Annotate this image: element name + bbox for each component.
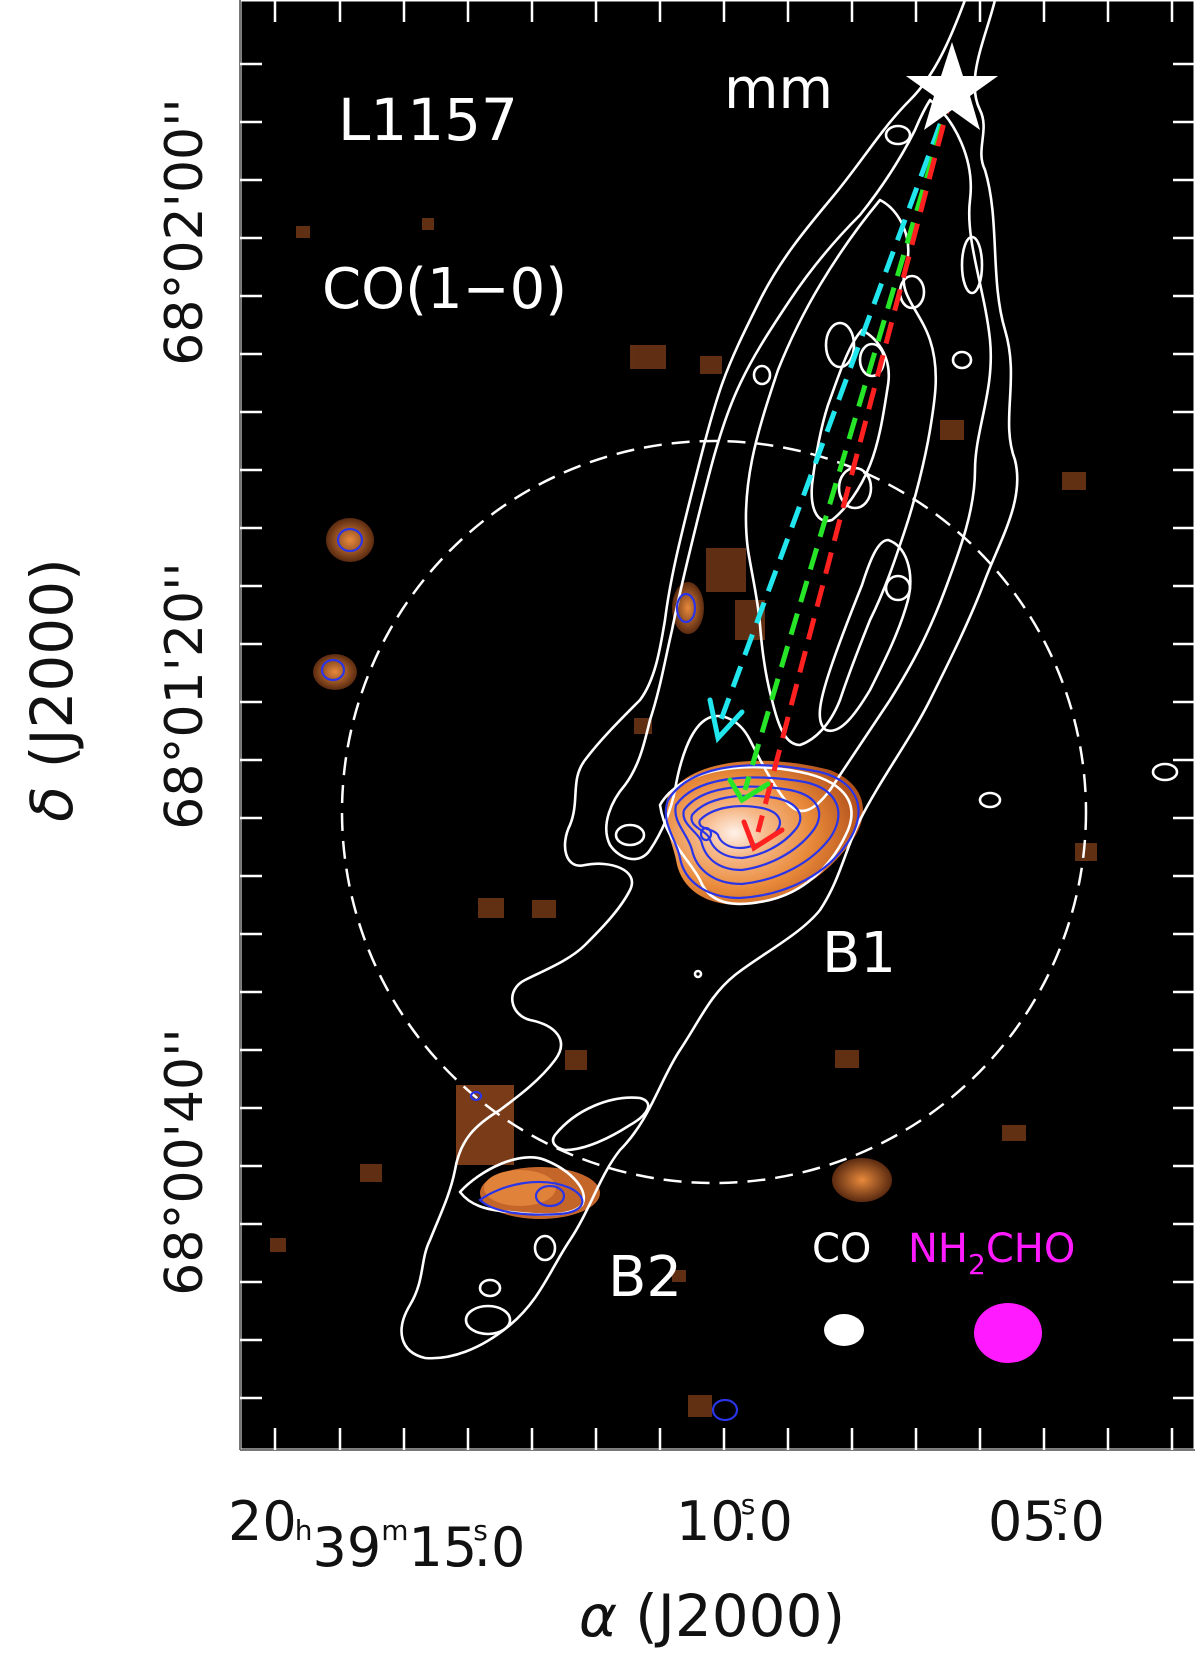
source-label: L1157 bbox=[338, 86, 518, 154]
arrow-heads bbox=[707, 697, 785, 852]
arrow-green bbox=[742, 91, 955, 791]
ytick-label-1: 68°01'20'' bbox=[155, 562, 215, 829]
b2-label: B2 bbox=[608, 1245, 682, 1310]
xtick-label-1: 10s.0 bbox=[676, 1488, 793, 1553]
primary-beam-circle bbox=[340, 439, 1088, 1185]
co-contours bbox=[400, 0, 1179, 1360]
co-beam-ellipse bbox=[824, 1314, 864, 1346]
xtick-label-2: 05s.0 bbox=[988, 1488, 1105, 1553]
line-label: CO(1−0) bbox=[322, 257, 567, 322]
mm-label: mm bbox=[724, 57, 833, 122]
b1-label: B1 bbox=[822, 921, 896, 986]
ytick-label-0: 68°02'00'' bbox=[155, 98, 215, 365]
arrow-red bbox=[755, 91, 955, 833]
emission-blob-se bbox=[832, 1158, 892, 1202]
b1-emission bbox=[665, 760, 864, 905]
outflow-arrows bbox=[715, 91, 955, 833]
beam-nh2cho-label: NH2CHO bbox=[908, 1226, 1075, 1281]
y-axis-label: δ(J2000) bbox=[18, 558, 86, 821]
faint-emission-pixels bbox=[270, 218, 1097, 1417]
axis-ticks bbox=[240, 0, 1195, 1450]
xtick-label-0: 20h39m15s.0 bbox=[228, 1490, 525, 1579]
emission-blob-nw1 bbox=[326, 518, 374, 562]
nh2cho-beam-ellipse bbox=[974, 1303, 1042, 1363]
mm-source-star-icon bbox=[906, 42, 998, 130]
arrow-cyan bbox=[715, 91, 955, 729]
x-axis-label: α (J2000) bbox=[579, 1582, 845, 1650]
ytick-label-2: 68°00'40'' bbox=[155, 1028, 215, 1295]
b2-emission bbox=[456, 1085, 600, 1219]
beam-co-label: CO bbox=[812, 1226, 871, 1272]
